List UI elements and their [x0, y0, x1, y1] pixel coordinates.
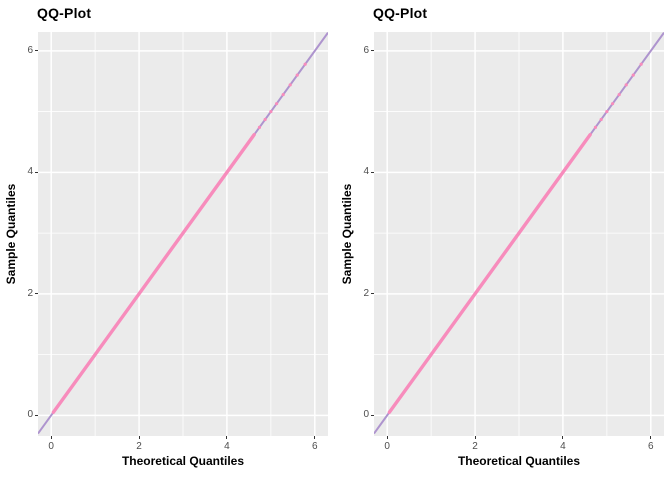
x-tick-label: 4	[560, 441, 566, 452]
y-tick-mark	[35, 50, 38, 52]
qq-plot-panel-left: QQ-Plot Sample Quantiles Theoretical Qua…	[4, 5, 328, 468]
qq-plot-panel-right: QQ-Plot Sample Quantiles Theoretical Qua…	[336, 0, 672, 480]
y-tick-mark	[35, 293, 38, 295]
qq-point	[631, 73, 635, 77]
qq-plot-canvas	[38, 32, 328, 436]
chart-title: QQ-Plot	[373, 5, 428, 21]
y-tick-label: 4	[27, 166, 33, 178]
y-axis-label: Sample Quantiles	[4, 183, 18, 285]
x-tick-mark	[50, 436, 52, 439]
y-tick-mark	[371, 171, 374, 173]
x-tick-mark	[474, 436, 476, 439]
qq-point	[610, 102, 615, 106]
qq-point	[303, 62, 307, 66]
x-tick-label: 6	[648, 441, 654, 452]
y-axis-label: Sample Quantiles	[340, 183, 354, 285]
qq-point	[269, 109, 273, 114]
qq-point	[263, 117, 267, 122]
qq-point	[257, 125, 262, 129]
x-tick-label: 4	[224, 441, 230, 452]
qq-point	[274, 102, 279, 106]
y-tick-label: 0	[27, 409, 33, 421]
y-tick-mark	[35, 414, 38, 416]
x-axis-label: Theoretical Quantiles	[121, 454, 245, 468]
chart-title: QQ-Plot	[37, 5, 92, 21]
qq-point	[295, 73, 299, 77]
y-tick-mark	[371, 293, 374, 295]
x-axis-label: Theoretical Quantiles	[457, 454, 581, 468]
x-tick-label: 2	[136, 441, 142, 452]
x-tick-mark	[562, 436, 564, 439]
qq-point	[281, 92, 285, 97]
x-tick-label: 0	[384, 441, 390, 452]
x-tick-label: 2	[472, 441, 478, 452]
plot-panel	[38, 32, 328, 436]
qq-point	[593, 125, 598, 129]
y-tick-label: 4	[363, 166, 369, 178]
y-tick-label: 2	[363, 287, 369, 299]
qq-point	[624, 83, 628, 87]
x-tick-mark	[314, 436, 316, 439]
plot-panel	[374, 32, 664, 436]
y-tick-mark	[35, 171, 38, 173]
x-tick-mark	[650, 436, 652, 439]
qq-point	[599, 117, 603, 122]
x-tick-mark	[138, 436, 140, 439]
y-tick-label: 0	[363, 409, 369, 421]
qq-point	[288, 83, 292, 87]
x-tick-label: 6	[312, 441, 318, 452]
y-tick-label: 6	[363, 44, 369, 56]
y-tick-mark	[371, 50, 374, 52]
qq-point	[605, 109, 609, 114]
x-tick-mark	[226, 436, 228, 439]
x-tick-label: 0	[48, 441, 54, 452]
qq-point	[617, 92, 621, 97]
x-tick-mark	[386, 436, 388, 439]
y-tick-label: 2	[27, 287, 33, 299]
qq-plot-canvas	[374, 32, 664, 436]
y-tick-label: 6	[27, 44, 33, 56]
y-tick-mark	[371, 414, 374, 416]
qq-point	[639, 62, 643, 66]
